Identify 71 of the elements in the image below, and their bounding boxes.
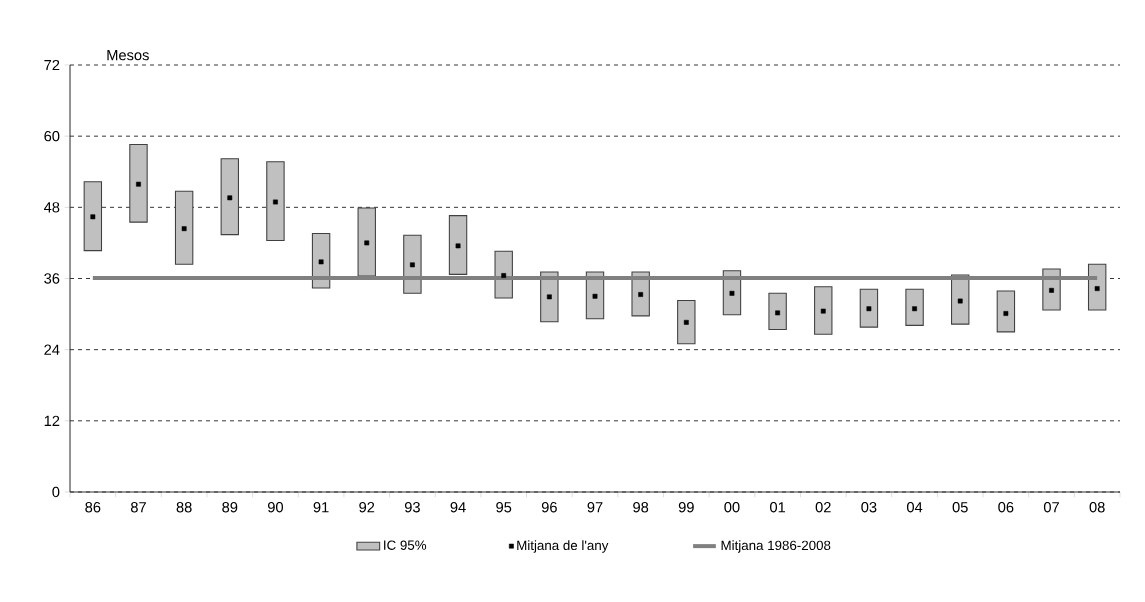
point (638, 292, 644, 297)
x-tick-label: 01 (770, 502, 786, 513)
legend-label: Mitjana de l'any (517, 540, 609, 553)
point (912, 306, 917, 312)
x-tick-label: 95 (496, 502, 512, 513)
x-tick-label: 05 (952, 502, 968, 513)
y-tick-label: 60 (44, 130, 60, 142)
y-axis-title: Mesos (107, 50, 149, 61)
x-tick-label: 92 (359, 502, 375, 513)
point (136, 181, 141, 187)
point (410, 262, 415, 268)
bar (448, 215, 468, 275)
x-tick-label: 87 (130, 502, 146, 513)
x-tick-label: 08 (1089, 502, 1105, 513)
point (227, 195, 233, 201)
bar (768, 292, 787, 331)
x-tick-label: 02 (815, 502, 831, 513)
x-tick-label: 04 (906, 502, 923, 513)
point (273, 199, 278, 205)
x-tick-label: 03 (861, 502, 877, 513)
y-tick-label: 24 (44, 344, 60, 355)
point (1049, 287, 1054, 293)
bar (83, 181, 103, 252)
y-tick-label: 0 (52, 486, 60, 498)
bar (174, 190, 194, 265)
x-tick-label: 93 (404, 502, 420, 513)
point (1094, 286, 1100, 291)
x-tick-label: 94 (450, 502, 466, 513)
point (957, 298, 963, 304)
point (318, 259, 324, 265)
point (364, 240, 370, 246)
y-tick-label: 48 (43, 202, 60, 213)
x-tick-label: 88 (176, 502, 192, 513)
bar (266, 161, 285, 242)
legend-label: IC 95% (384, 540, 427, 550)
point (729, 290, 735, 296)
bar (1087, 263, 1107, 311)
y-tick-label: 12 (44, 415, 60, 426)
point (546, 294, 552, 300)
y-tick-label: 72 (44, 59, 60, 71)
point (1003, 311, 1009, 316)
bar (677, 299, 696, 345)
x-tick-label: 98 (633, 502, 649, 513)
point (501, 273, 507, 278)
bar (905, 288, 924, 326)
x-tick-label: 91 (313, 502, 329, 513)
bar (996, 290, 1016, 333)
point (683, 319, 689, 325)
x-tick-label: 07 (1043, 502, 1059, 513)
bar (859, 288, 879, 328)
point (90, 214, 96, 220)
x-tick-label: 96 (541, 502, 557, 513)
x-tick-label: 90 (267, 502, 284, 513)
x-tick-label: 89 (222, 502, 238, 513)
point (592, 293, 598, 299)
point (181, 226, 187, 232)
bar (129, 143, 148, 223)
point (820, 308, 826, 314)
bar (220, 158, 240, 236)
point (866, 306, 872, 312)
bar (357, 207, 376, 277)
bar (814, 286, 833, 335)
x-tick-label: 99 (678, 502, 694, 513)
x-tick-label: 97 (587, 502, 603, 513)
y-tick-label: 36 (44, 273, 60, 284)
legend-label: Mitjana 1986-2008 (721, 540, 831, 553)
point (775, 310, 781, 316)
x-tick-label: 00 (724, 502, 740, 513)
x-tick-label: 06 (998, 502, 1014, 513)
x-tick-label: 86 (85, 502, 101, 513)
point (455, 243, 461, 249)
